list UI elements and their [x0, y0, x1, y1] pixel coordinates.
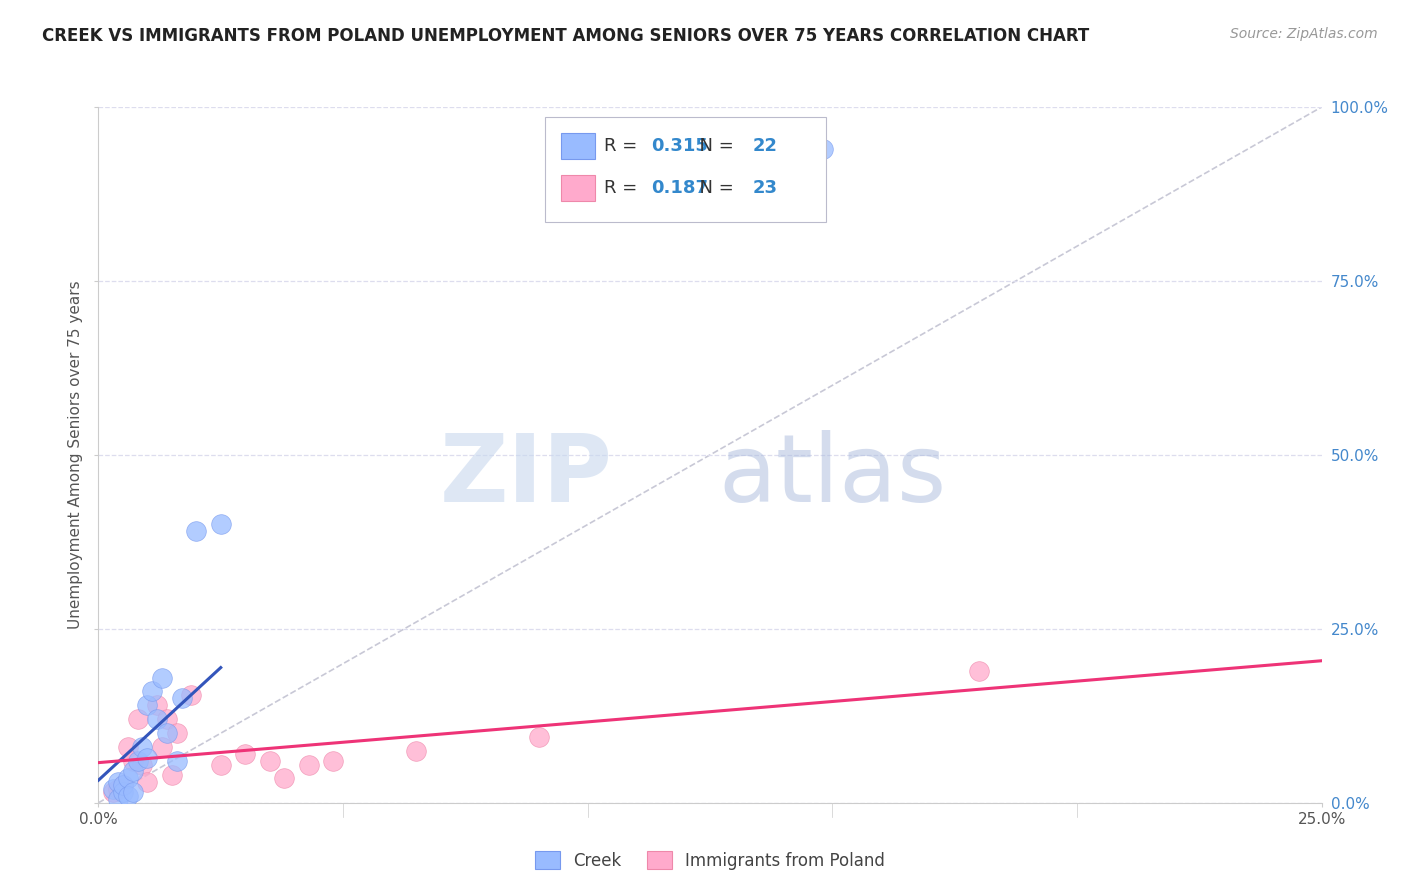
- Text: 22: 22: [752, 137, 778, 155]
- Point: [131, 757, 153, 772]
- Point: [127, 712, 149, 726]
- Text: N =: N =: [688, 178, 740, 197]
- Text: atlas: atlas: [718, 430, 946, 522]
- Point: [136, 750, 159, 764]
- Point: [141, 684, 163, 698]
- FancyBboxPatch shape: [561, 175, 595, 201]
- Text: 23: 23: [752, 178, 778, 197]
- Point: [166, 754, 188, 768]
- Text: 0.315: 0.315: [651, 137, 709, 155]
- Text: 0.187: 0.187: [651, 178, 709, 197]
- Point: [136, 775, 159, 789]
- Point: [967, 664, 990, 678]
- Text: ZIP: ZIP: [439, 430, 612, 522]
- Point: [298, 757, 321, 772]
- FancyBboxPatch shape: [561, 133, 595, 159]
- Point: [121, 754, 143, 768]
- Point: [150, 740, 173, 755]
- Point: [405, 744, 427, 758]
- Point: [209, 757, 232, 772]
- Point: [107, 781, 129, 796]
- Point: [146, 712, 169, 726]
- Point: [156, 712, 179, 726]
- Point: [121, 764, 143, 779]
- Point: [150, 671, 173, 685]
- Text: Source: ZipAtlas.com: Source: ZipAtlas.com: [1230, 27, 1378, 41]
- Point: [107, 792, 129, 806]
- Point: [107, 775, 129, 789]
- Point: [186, 524, 208, 539]
- FancyBboxPatch shape: [546, 118, 827, 222]
- Text: CREEK VS IMMIGRANTS FROM POLAND UNEMPLOYMENT AMONG SENIORS OVER 75 YEARS CORRELA: CREEK VS IMMIGRANTS FROM POLAND UNEMPLOY…: [42, 27, 1090, 45]
- Point: [160, 768, 183, 782]
- Text: R =: R =: [603, 137, 643, 155]
- Point: [811, 142, 834, 156]
- Point: [101, 785, 124, 799]
- Point: [127, 754, 149, 768]
- Point: [146, 698, 169, 713]
- Point: [111, 778, 134, 792]
- Point: [170, 691, 193, 706]
- Point: [131, 740, 153, 755]
- Point: [111, 785, 134, 799]
- Point: [117, 772, 139, 786]
- Point: [136, 698, 159, 713]
- Point: [117, 789, 139, 803]
- Y-axis label: Unemployment Among Seniors over 75 years: Unemployment Among Seniors over 75 years: [67, 281, 83, 629]
- Point: [117, 740, 139, 755]
- Point: [111, 778, 134, 792]
- Point: [101, 781, 124, 796]
- Point: [121, 785, 143, 799]
- Text: R =: R =: [603, 178, 643, 197]
- Point: [156, 726, 179, 740]
- Point: [166, 726, 188, 740]
- Point: [209, 517, 232, 532]
- Point: [273, 772, 295, 786]
- Point: [527, 730, 550, 744]
- Point: [259, 754, 281, 768]
- Text: N =: N =: [688, 137, 740, 155]
- Point: [322, 754, 344, 768]
- Point: [233, 747, 256, 761]
- Legend: Creek, Immigrants from Poland: Creek, Immigrants from Poland: [527, 843, 893, 878]
- Point: [180, 688, 202, 702]
